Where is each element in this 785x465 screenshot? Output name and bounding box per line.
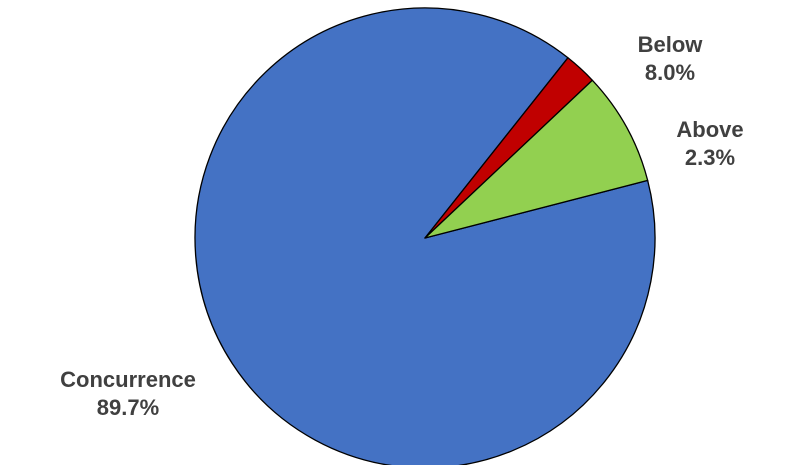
slice-label-below-name: Below bbox=[637, 32, 703, 57]
slice-label-above: Above 2.3% bbox=[655, 116, 765, 172]
pie-slice-concurrence bbox=[194, 7, 656, 465]
slice-label-below-value: 8.0% bbox=[644, 60, 696, 85]
slice-label-concurrence-value: 89.7% bbox=[96, 395, 160, 420]
slice-label-above-value: 2.3% bbox=[684, 145, 736, 170]
slice-label-concurrence: Concurrence 89.7% bbox=[28, 366, 228, 422]
pie-slice-below bbox=[424, 79, 649, 239]
slice-label-below: Below 8.0% bbox=[620, 31, 720, 87]
slice-label-concurrence-name: Concurrence bbox=[60, 367, 196, 392]
slice-label-above-name: Above bbox=[676, 117, 744, 142]
